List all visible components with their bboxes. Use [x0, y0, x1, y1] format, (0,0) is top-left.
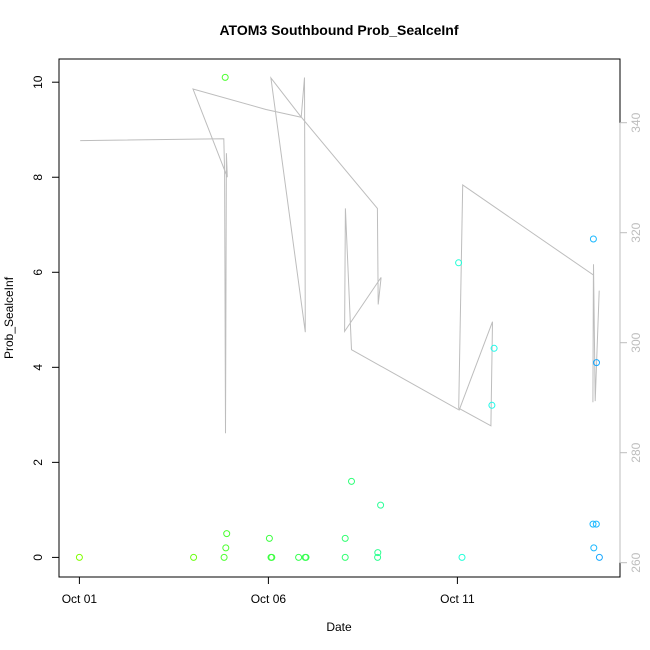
y-tick-label: 8: [31, 174, 45, 181]
x-tick-label: Oct 06: [251, 592, 287, 606]
points-layer: [75, 73, 603, 561]
y-axis-label: Prob_SealceInf: [2, 276, 16, 359]
data-point: [220, 553, 228, 561]
x-tick-label: Oct 01: [62, 592, 98, 606]
data-point: [268, 553, 276, 561]
data-point: [377, 501, 385, 509]
y-tick-label: 2: [31, 459, 45, 466]
data-point: [593, 359, 600, 367]
data-point: [348, 477, 355, 485]
data-point: [458, 553, 466, 561]
data-point: [223, 530, 231, 538]
data-point: [190, 553, 198, 561]
plot-frame: [58, 58, 621, 578]
y2-tick-label: 300: [629, 332, 643, 352]
y2-axis: 260 280 300 320 340: [619, 112, 643, 573]
data-point: [374, 549, 382, 557]
chart-title: ATOM3 Southbound Prob_SealceInf: [219, 22, 458, 38]
data-point: [295, 553, 303, 561]
y-axis: 0 2 4 6 8 10: [31, 75, 60, 561]
data-point: [589, 520, 597, 528]
heading-line-layer: [80, 76, 600, 434]
data-point: [302, 553, 310, 561]
data-point: [374, 553, 382, 561]
y-tick-label: 4: [31, 364, 45, 371]
y2-tick-label: 320: [629, 222, 643, 242]
x-tick-label: Oct 11: [440, 592, 475, 606]
data-point: [341, 553, 349, 561]
data-point: [265, 534, 273, 542]
y2-tick-label: 260: [629, 552, 643, 572]
data-point: [221, 73, 229, 81]
data-point: [222, 544, 230, 552]
heading-line: [80, 76, 600, 434]
data-point: [590, 544, 598, 552]
data-point: [488, 401, 496, 409]
data-point: [455, 259, 463, 267]
y-tick-label: 0: [31, 554, 45, 561]
y2-tick-label: 280: [629, 442, 643, 462]
data-point: [75, 553, 83, 561]
data-point: [341, 534, 349, 542]
data-point: [595, 553, 603, 561]
data-point: [592, 520, 600, 528]
data-point: [490, 344, 498, 352]
x-axis-label: Date: [326, 620, 352, 634]
y-tick-label: 6: [31, 269, 45, 276]
data-point: [589, 235, 597, 243]
y-tick-label: 10: [31, 75, 45, 89]
y2-tick-label: 340: [629, 112, 643, 132]
x-axis: Oct 01 Oct 06 Oct 11: [62, 576, 475, 606]
